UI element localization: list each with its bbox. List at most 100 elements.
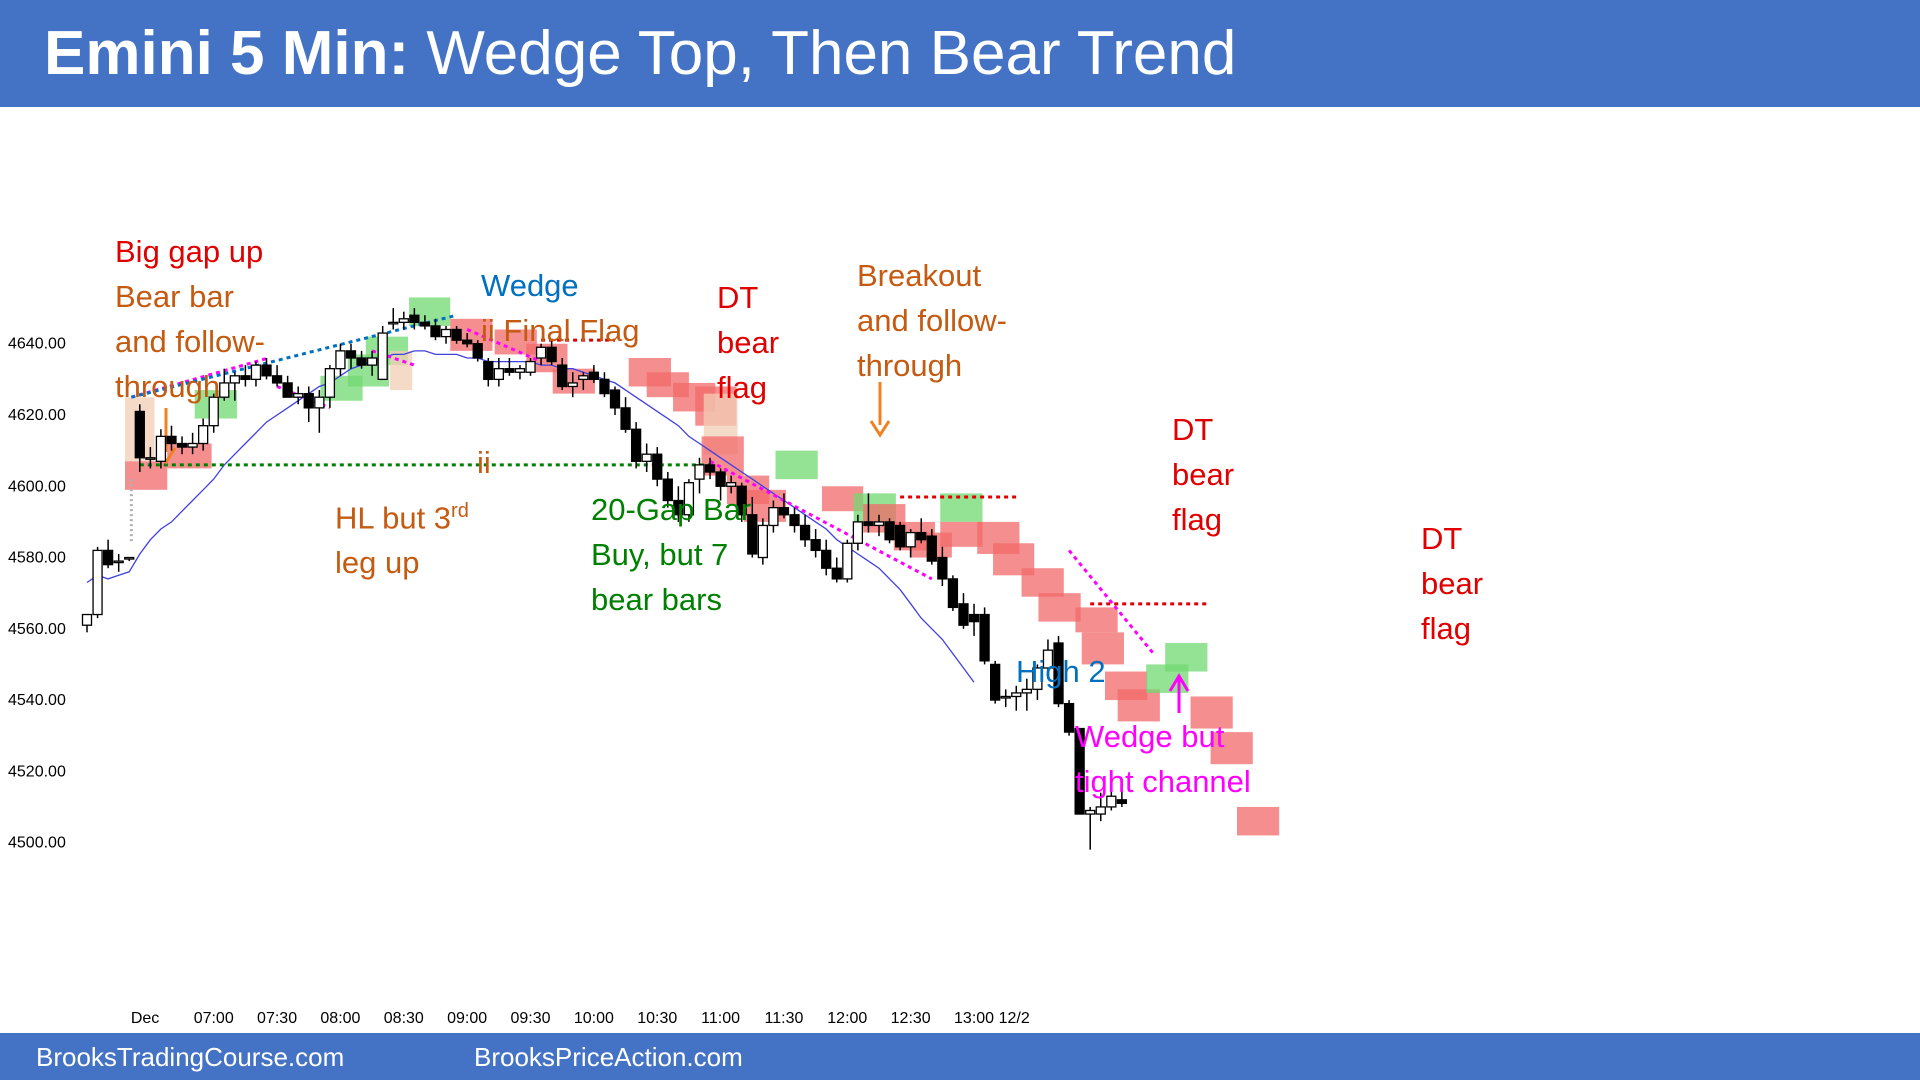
- bear-candle-body: [736, 485, 747, 516]
- x-tick-label: 12:00: [827, 1010, 867, 1027]
- x-tick-label: 12/2: [999, 1010, 1030, 1027]
- highlight-zone-r: [940, 521, 983, 547]
- bull-candle-body: [187, 442, 198, 448]
- bull-candle-body: [535, 346, 547, 359]
- bull-candle-body: [1095, 806, 1106, 815]
- candle: [388, 308, 399, 330]
- hl-line-2: leg up: [335, 545, 420, 581]
- up-arrow-head: [1168, 673, 1190, 692]
- bear-candle-body: [599, 378, 610, 395]
- bear-candle-body: [409, 314, 420, 324]
- y-tick-label: 4580.00: [8, 550, 66, 567]
- bull-candle-body: [567, 382, 578, 388]
- bull-candle-body: [1021, 688, 1032, 694]
- candle: [377, 325, 388, 381]
- title-rest: Wedge Top, Then Bear Trend: [409, 19, 1237, 88]
- bull-candle-body: [514, 368, 526, 373]
- candle: [726, 475, 737, 494]
- bear-candle-body: [894, 524, 906, 548]
- candle: [905, 529, 916, 558]
- candle: [578, 372, 589, 391]
- bull-candle-body: [81, 613, 93, 626]
- breakout-label: Breakout and follow- through: [857, 253, 1007, 388]
- bear-candle-body: [134, 410, 145, 459]
- bear-candle-body: [652, 453, 663, 480]
- candle: [831, 557, 842, 583]
- candle: [1063, 700, 1075, 736]
- bear-candle-body: [916, 531, 927, 541]
- bear-candle-body: [926, 535, 937, 562]
- bull-candle-body: [1085, 809, 1096, 815]
- title-bold: Emini 5 Min:: [44, 19, 410, 88]
- bull-candle-body: [1032, 667, 1043, 691]
- footer-right-link[interactable]: BrooksPriceAction.com: [474, 1042, 743, 1072]
- candle: [124, 556, 135, 562]
- x-tick-label: 09:00: [447, 1010, 487, 1027]
- high-2-label: High 2: [1016, 654, 1106, 689]
- magenta-trendline-4: [466, 328, 542, 363]
- candle: [609, 386, 621, 415]
- gap-up-label: Big gap up: [115, 234, 264, 269]
- candle: [778, 493, 790, 519]
- bear-candle-body: [747, 514, 758, 555]
- bull-candle-body: [768, 506, 779, 527]
- bull-candle-body: [377, 332, 388, 381]
- bull-candle-body: [335, 350, 346, 370]
- ii-label: ii: [477, 445, 491, 480]
- bull-candle-body: [493, 368, 504, 381]
- candle: [356, 350, 367, 369]
- bear-candle-body: [630, 428, 642, 462]
- y-tick-label: 4520.00: [8, 763, 66, 780]
- candle: [958, 593, 969, 629]
- bull-candle-body: [694, 464, 705, 480]
- bear-candle-body: [472, 343, 483, 359]
- y-tick-label: 4640.00: [8, 336, 66, 353]
- bear-candle-body: [1074, 727, 1085, 815]
- candle: [335, 343, 346, 376]
- gapbar-line-1: 20-Gap Bar: [591, 492, 752, 527]
- highlight-zone-r: [1210, 732, 1253, 765]
- title-bar: Emini 5 Min: Wedge Top, Then Bear Trend: [0, 0, 1920, 107]
- candle: [198, 418, 209, 451]
- candle: [535, 343, 547, 366]
- bull-candle-body: [873, 521, 885, 527]
- candle: [293, 386, 304, 405]
- x-tick-label: 12:30: [891, 1010, 931, 1027]
- candle: [409, 308, 420, 330]
- highlight-zone-g: [775, 450, 818, 480]
- bear-candle-body: [715, 471, 726, 487]
- highlight-zone-g: [1165, 643, 1208, 672]
- bear-candle-body: [430, 325, 441, 338]
- footer-left-link[interactable]: BrooksTradingCourse.com: [36, 1042, 345, 1072]
- candle: [187, 432, 198, 455]
- dt1-line-1: DT: [717, 280, 759, 315]
- bull-candle-body: [324, 368, 336, 398]
- highlight-zone-r: [1117, 689, 1160, 722]
- candle: [134, 404, 145, 473]
- bull-candle-body: [1011, 692, 1022, 698]
- candle: [736, 482, 747, 522]
- x-tick-label: 08:30: [384, 1010, 424, 1027]
- candle: [271, 365, 283, 387]
- bull-candle-body: [1106, 795, 1117, 808]
- x-tick-label: 07:30: [257, 1010, 297, 1027]
- bear-candle-body: [419, 321, 431, 327]
- bear-bar-line-3: through: [115, 369, 221, 404]
- bear-candle-body: [1063, 702, 1075, 733]
- bull-candle-body: [905, 531, 916, 548]
- bear-candle-body: [546, 346, 557, 363]
- y-tick-label: 4560.00: [8, 621, 66, 638]
- candle: [166, 425, 177, 451]
- y-tick-label: 4600.00: [8, 478, 66, 495]
- dt3-line-3: flag: [1421, 611, 1471, 646]
- x-tick-label: 09:30: [510, 1010, 550, 1027]
- dt-bear-flag-2-label: DT bear flag: [1172, 407, 1234, 542]
- candle: [641, 443, 652, 473]
- candle: [768, 500, 779, 533]
- dt2-line-1: DT: [1172, 412, 1214, 447]
- bull-candle-body: [852, 521, 864, 544]
- hl-line-1: HL but 3: [335, 500, 452, 536]
- candle: [926, 529, 937, 565]
- candle: [947, 575, 959, 611]
- highlight-zone-g: [940, 493, 983, 522]
